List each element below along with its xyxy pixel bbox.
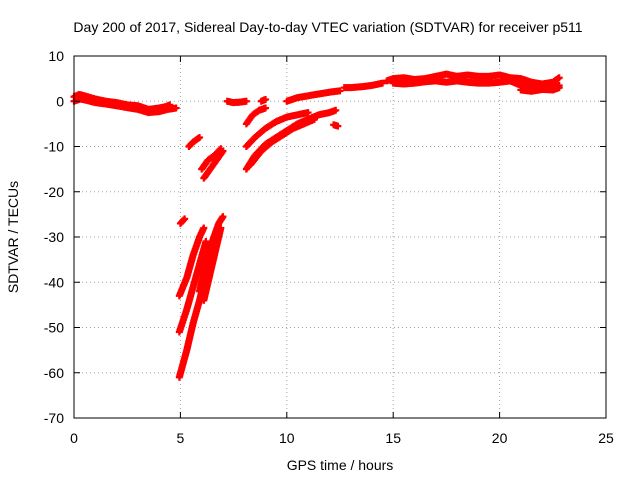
- data-point: [336, 87, 344, 95]
- series-arc-12: [242, 104, 270, 128]
- x-axis-label: GPS time / hours: [287, 457, 394, 473]
- series-arc-1b: [70, 95, 180, 117]
- data-point: [219, 147, 227, 155]
- data-point: [304, 109, 312, 117]
- data-point: [262, 104, 270, 112]
- series-arc-16: [330, 121, 342, 130]
- x-tick-label: 25: [598, 430, 614, 446]
- series-arc-10: [200, 147, 227, 182]
- data-point: [219, 213, 227, 221]
- x-tick-label: 20: [492, 430, 508, 446]
- y-tick-label: -30: [44, 229, 64, 245]
- data-point: [202, 238, 210, 246]
- series-arc-19: [340, 79, 387, 92]
- data-point: [196, 133, 204, 141]
- series-arc-2: [175, 224, 208, 300]
- data-point: [334, 122, 342, 130]
- y-tick-label: 0: [56, 93, 64, 109]
- y-tick-label: -40: [44, 274, 64, 290]
- series-arc-5: [196, 213, 227, 295]
- data-point: [172, 104, 180, 112]
- x-tick-label: 15: [385, 430, 401, 446]
- data-points: [70, 70, 563, 381]
- data-point: [310, 115, 318, 123]
- y-tick-label: -20: [44, 184, 64, 200]
- data-point: [217, 224, 225, 232]
- series-arc-15: [247, 115, 318, 169]
- y-tick-label: 10: [48, 48, 64, 64]
- data-point: [332, 106, 340, 114]
- data-point: [200, 224, 208, 232]
- y-axis-label: SDTVAR / TECUs: [5, 181, 21, 293]
- axis-ticks: 0 5 10 15 20 25 -70 -60 -50 -40 -30 -20 -10 0 10: [44, 48, 614, 446]
- data-point: [262, 95, 270, 103]
- gridlines: [74, 56, 606, 418]
- series-arc-13: [242, 109, 312, 150]
- data-point: [181, 215, 189, 223]
- x-tick-label: 10: [279, 430, 295, 446]
- series-arc-6: [200, 224, 225, 304]
- data-point: [242, 97, 250, 105]
- x-tick-label: 5: [177, 430, 185, 446]
- y-tick-label: -10: [44, 139, 64, 155]
- chart-title: Day 200 of 2017, Sidereal Day-to-day VTE…: [73, 19, 582, 35]
- y-tick-label: -70: [44, 410, 64, 426]
- data-point: [555, 84, 563, 92]
- series-arc-3: [175, 238, 210, 336]
- series-arc-7: [176, 215, 189, 227]
- series-arc-18: [283, 87, 344, 105]
- data-point: [555, 74, 563, 82]
- series-arc-11: [223, 97, 250, 107]
- x-tick-label: 0: [70, 430, 78, 446]
- y-tick-label: -60: [44, 365, 64, 381]
- series-arc-22: [517, 84, 563, 95]
- data-point: [379, 79, 387, 87]
- y-tick-label: -50: [44, 320, 64, 336]
- series-arc-17: [257, 95, 270, 105]
- series-arc-8: [185, 133, 204, 150]
